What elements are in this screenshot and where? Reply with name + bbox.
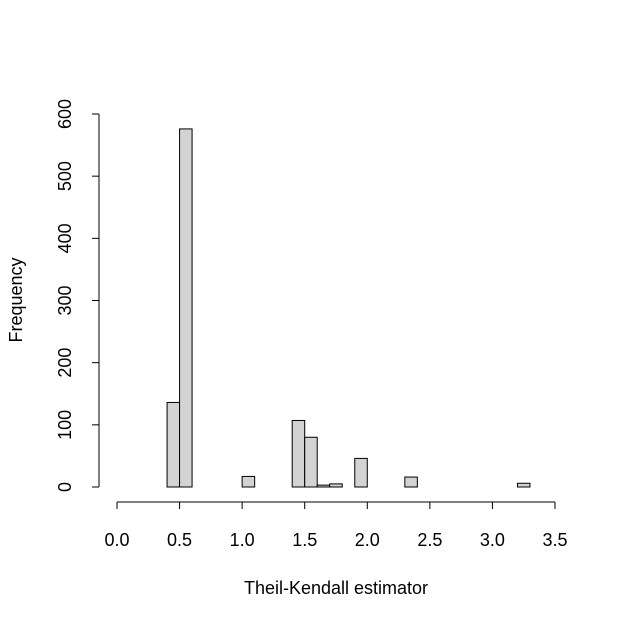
histogram-bar xyxy=(404,476,418,488)
histogram-bar xyxy=(291,419,306,488)
y-tick-label: 200 xyxy=(55,348,75,378)
y-tick-label: 400 xyxy=(55,223,75,253)
x-tick-label: 0.5 xyxy=(167,530,192,550)
y-tick-label: 0 xyxy=(55,482,75,492)
x-tick-label: 1.5 xyxy=(292,530,317,550)
x-tick-label: 0.0 xyxy=(104,530,129,550)
histogram-bars xyxy=(166,128,531,488)
histogram-bar xyxy=(179,128,193,488)
x-tick-label: 2.0 xyxy=(355,530,380,550)
y-tick-label: 600 xyxy=(55,99,75,129)
histogram-bar xyxy=(166,401,181,488)
x-tick-label: 3.0 xyxy=(480,530,505,550)
x-tick-label: 1.0 xyxy=(230,530,255,550)
x-axis: 0.0 0.5 1.0 1.5 2.0 2.5 3.0 3.5 xyxy=(104,501,568,550)
histogram-bar xyxy=(516,482,531,488)
x-axis-label: Theil-Kendall estimator xyxy=(244,578,428,598)
histogram-bar xyxy=(354,457,368,488)
x-tick-label: 2.5 xyxy=(417,530,442,550)
histogram-bar xyxy=(304,436,318,488)
histogram-bar xyxy=(316,484,331,488)
y-axis-label: Frequency xyxy=(6,257,26,342)
x-tick-label: 3.5 xyxy=(542,530,567,550)
histogram-bar xyxy=(241,475,256,488)
histogram-bar xyxy=(329,483,343,488)
y-tick-label: 300 xyxy=(55,285,75,315)
y-tick-label: 500 xyxy=(55,161,75,191)
y-tick-label: 100 xyxy=(55,410,75,440)
y-axis: 0 100 200 300 400 500 600 xyxy=(55,99,100,492)
